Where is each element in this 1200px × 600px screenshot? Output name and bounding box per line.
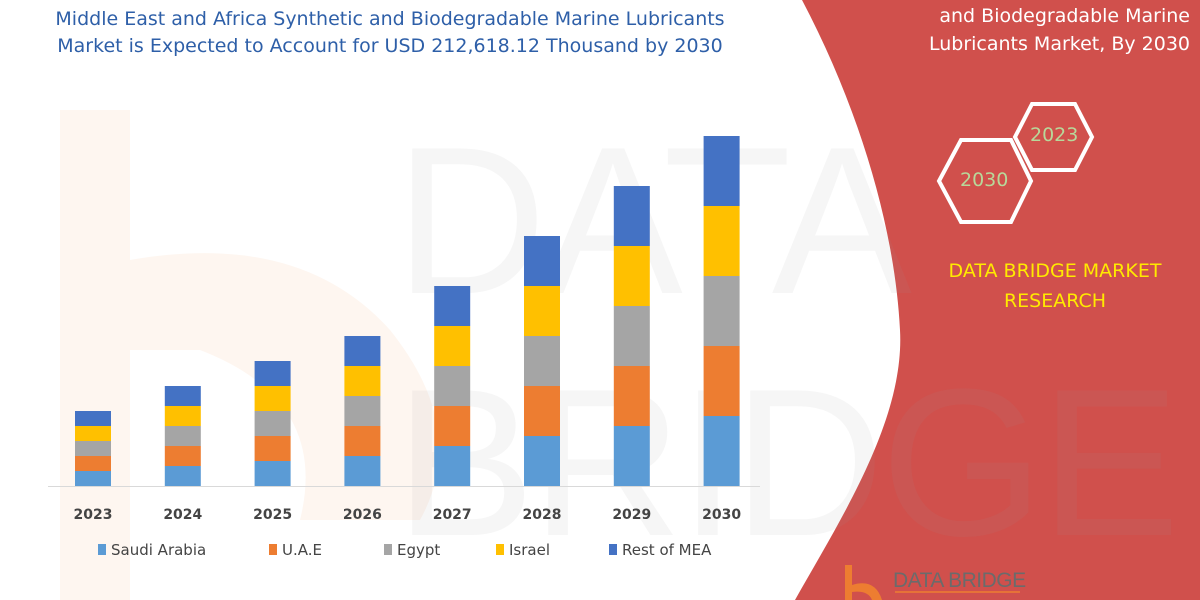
bar-segment-israel-2029 xyxy=(613,246,650,306)
red-side-panel xyxy=(795,0,1200,600)
bar-segment-u-a-e-2023 xyxy=(75,456,111,471)
bar-segment-saudi-arabia-2026 xyxy=(344,456,381,486)
chart-title: Middle East and Africa Synthetic and Bio… xyxy=(55,8,725,57)
bar-segment-saudi-arabia-2024 xyxy=(164,466,201,486)
legend-swatch-u-a-e xyxy=(269,544,277,555)
hex-year-2030: 2030 xyxy=(960,169,1009,191)
legend-swatch-israel xyxy=(496,544,504,555)
bar-segment-u-a-e-2028 xyxy=(524,386,560,436)
hexagon-2023 xyxy=(1012,102,1095,172)
bar-segment-egypt-2027 xyxy=(434,366,471,406)
bar-segment-egypt-2023 xyxy=(75,441,111,456)
x-tick-label: 2025 xyxy=(253,507,292,523)
logo-icon xyxy=(845,565,1020,600)
bar-segment-israel-2028 xyxy=(524,286,560,336)
bar-segment-egypt-2024 xyxy=(164,426,201,446)
bar-segment-rest-of-mea-2026 xyxy=(344,336,381,366)
hex-year-2023: 2023 xyxy=(1030,124,1079,146)
bar-segment-israel-2026 xyxy=(344,366,381,396)
bar-segment-u-a-e-2025 xyxy=(254,436,291,461)
legend-label: U.A.E xyxy=(282,541,322,559)
bar-segment-rest-of-mea-2024 xyxy=(164,386,201,406)
legend-swatch-saudi-arabia xyxy=(98,544,106,555)
bar-segment-u-a-e-2029 xyxy=(613,366,650,426)
bar-segment-israel-2027 xyxy=(434,326,471,366)
side-panel-title: and Biodegradable Marine Lubricants Mark… xyxy=(928,5,1190,55)
bar-segment-u-a-e-2027 xyxy=(434,406,471,446)
bar-segment-saudi-arabia-2027 xyxy=(434,446,471,486)
bar-segment-egypt-2029 xyxy=(613,306,650,366)
brand-name: DATA BRIDGE MARKET RESEARCH xyxy=(948,260,1162,312)
bar-segment-saudi-arabia-2023 xyxy=(75,471,111,486)
x-tick-label: 2027 xyxy=(433,507,472,523)
bar-segment-egypt-2028 xyxy=(524,336,560,386)
legend-label: Egypt xyxy=(397,541,440,559)
bar-segment-rest-of-mea-2028 xyxy=(524,236,560,286)
x-tick-label: 2023 xyxy=(74,507,113,523)
bar-segment-israel-2030 xyxy=(703,206,740,276)
bar-segment-u-a-e-2026 xyxy=(344,426,381,456)
bar-segment-rest-of-mea-2025 xyxy=(254,361,291,386)
x-tick-label: 2029 xyxy=(612,507,651,523)
bar-segment-saudi-arabia-2028 xyxy=(524,436,560,486)
bar-segment-egypt-2026 xyxy=(344,396,381,426)
bar-segment-rest-of-mea-2029 xyxy=(613,186,650,246)
logo-text: DATA BRIDGE xyxy=(893,569,1026,592)
bar-segment-israel-2023 xyxy=(75,426,111,441)
bar-segment-rest-of-mea-2027 xyxy=(434,286,471,326)
x-tick-label: 2026 xyxy=(343,507,382,523)
hexagon-2030 xyxy=(936,138,1034,224)
bar-segment-u-a-e-2024 xyxy=(164,446,201,466)
x-tick-label: 2028 xyxy=(523,507,562,523)
bar-segment-rest-of-mea-2023 xyxy=(75,411,111,426)
legend-label: Rest of MEA xyxy=(622,541,712,559)
bar-segment-israel-2025 xyxy=(254,386,291,411)
legend-label: Saudi Arabia xyxy=(111,541,206,559)
bar-segment-egypt-2030 xyxy=(703,276,740,346)
legend-label: Israel xyxy=(509,541,550,559)
bar-segment-israel-2024 xyxy=(164,406,201,426)
bar-segment-egypt-2025 xyxy=(254,411,291,436)
bar-segment-u-a-e-2030 xyxy=(703,346,740,416)
x-tick-label: 2030 xyxy=(702,507,741,523)
legend-swatch-rest-of-mea xyxy=(609,544,617,555)
legend-swatch-egypt xyxy=(384,544,392,555)
bar-segment-saudi-arabia-2029 xyxy=(613,426,650,486)
bar-segment-rest-of-mea-2030 xyxy=(703,136,740,206)
x-tick-label: 2024 xyxy=(163,507,202,523)
bar-segment-saudi-arabia-2025 xyxy=(254,461,291,486)
bar-segment-saudi-arabia-2030 xyxy=(703,416,740,486)
